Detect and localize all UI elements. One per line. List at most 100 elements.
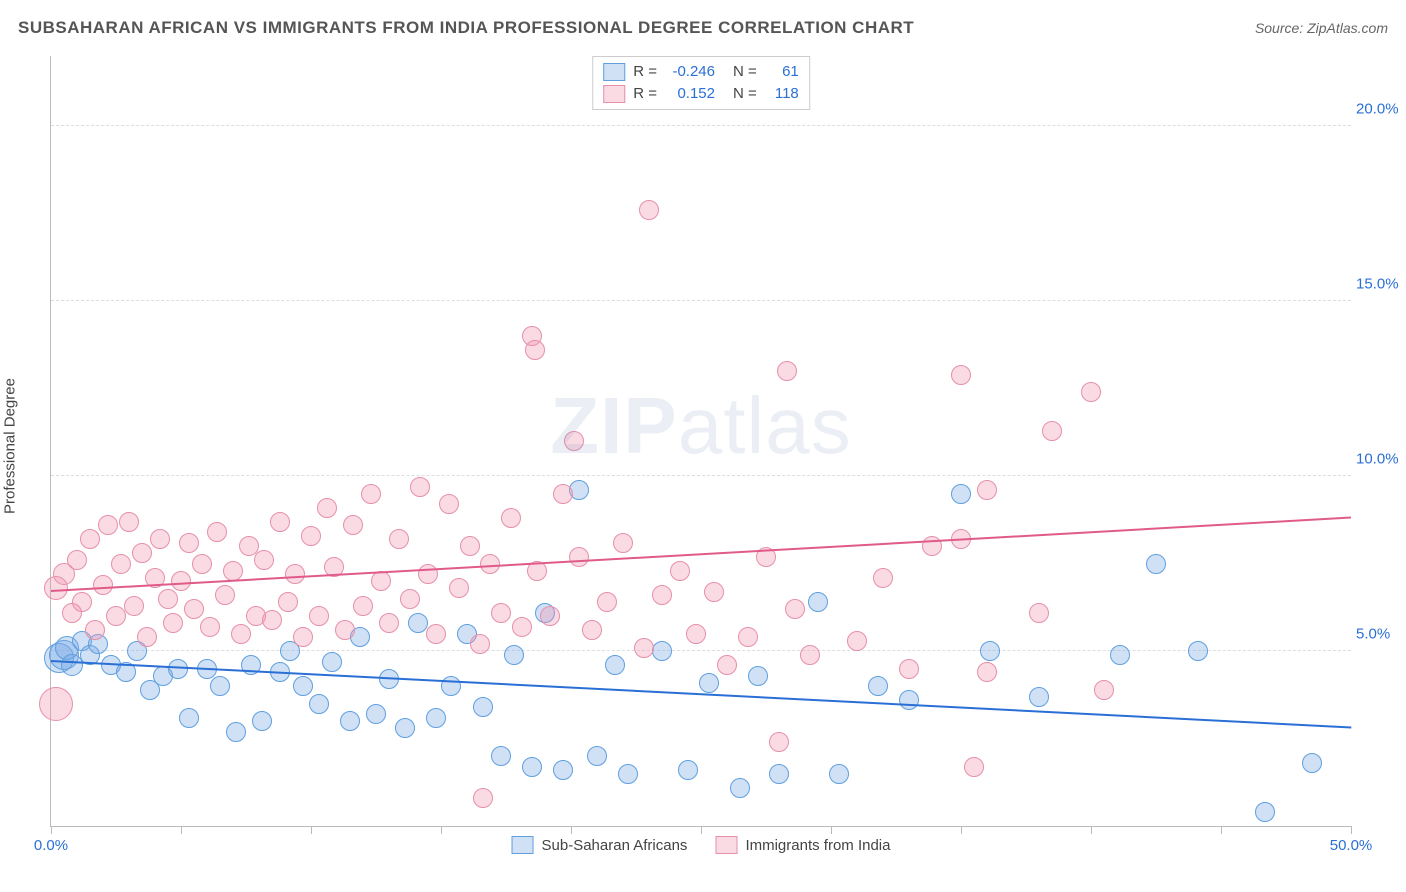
data-point <box>322 652 342 672</box>
data-point <box>254 550 274 570</box>
data-point <box>124 596 144 616</box>
r-value: 0.152 <box>665 83 715 105</box>
gridline <box>51 475 1351 476</box>
data-point <box>80 529 100 549</box>
x-tick <box>441 826 442 834</box>
data-point <box>301 526 321 546</box>
scatter-plot-area: ZIPatlas R =-0.246N =61R =0.152N =118 Su… <box>50 56 1351 827</box>
data-point <box>439 494 459 514</box>
data-point <box>1188 641 1208 661</box>
data-point <box>847 631 867 651</box>
data-point <box>769 732 789 752</box>
data-point <box>613 533 633 553</box>
data-point <box>132 543 152 563</box>
data-point <box>525 340 545 360</box>
data-point <box>829 764 849 784</box>
data-point <box>1094 680 1114 700</box>
data-point <box>951 365 971 385</box>
data-point <box>738 627 758 647</box>
data-point <box>343 515 363 535</box>
x-tick-label: 0.0% <box>34 837 68 854</box>
legend-label: Sub-Saharan Africans <box>542 837 688 854</box>
data-point <box>977 480 997 500</box>
data-point <box>223 561 243 581</box>
data-point <box>652 641 672 661</box>
data-point <box>210 676 230 696</box>
data-point <box>317 498 337 518</box>
data-point <box>699 673 719 693</box>
data-point <box>618 764 638 784</box>
data-point <box>1042 421 1062 441</box>
data-point <box>569 547 589 567</box>
data-point <box>262 610 282 630</box>
data-point <box>980 641 1000 661</box>
n-value: 118 <box>765 83 799 105</box>
data-point <box>470 634 490 654</box>
data-point <box>582 620 602 640</box>
data-point <box>473 788 493 808</box>
x-tick <box>181 826 182 834</box>
data-point <box>553 484 573 504</box>
data-point <box>252 711 272 731</box>
data-point <box>98 515 118 535</box>
legend-item: Sub-Saharan Africans <box>512 836 688 854</box>
data-point <box>200 617 220 637</box>
data-point <box>512 617 532 637</box>
data-point <box>207 522 227 542</box>
data-point <box>215 585 235 605</box>
data-point <box>441 676 461 696</box>
data-point <box>587 746 607 766</box>
data-point <box>39 687 73 721</box>
data-point <box>1302 753 1322 773</box>
data-point <box>597 592 617 612</box>
data-point <box>639 200 659 220</box>
data-point <box>670 561 690 581</box>
data-point <box>410 477 430 497</box>
data-point <box>179 708 199 728</box>
x-tick <box>1351 826 1352 834</box>
x-tick <box>701 826 702 834</box>
correlation-legend: R =-0.246N =61R =0.152N =118 <box>592 56 810 110</box>
data-point <box>730 778 750 798</box>
r-value: -0.246 <box>665 61 715 83</box>
data-point <box>553 760 573 780</box>
x-tick <box>831 826 832 834</box>
chart-title: SUBSAHARAN AFRICAN VS IMMIGRANTS FROM IN… <box>18 18 914 38</box>
data-point <box>179 533 199 553</box>
data-point <box>540 606 560 626</box>
x-tick-label: 50.0% <box>1330 837 1373 854</box>
legend-swatch <box>603 85 625 103</box>
gridline <box>51 125 1351 126</box>
legend-item: Immigrants from India <box>715 836 890 854</box>
x-tick <box>571 826 572 834</box>
data-point <box>704 582 724 602</box>
data-point <box>1029 687 1049 707</box>
data-point <box>270 512 290 532</box>
data-point <box>473 697 493 717</box>
watermark: ZIPatlas <box>550 380 851 472</box>
data-point <box>418 564 438 584</box>
data-point <box>634 638 654 658</box>
data-point <box>522 757 542 777</box>
data-point <box>1110 645 1130 665</box>
data-point <box>361 484 381 504</box>
data-point <box>480 554 500 574</box>
data-point <box>899 659 919 679</box>
data-point <box>285 564 305 584</box>
data-point <box>371 571 391 591</box>
x-tick <box>51 826 52 834</box>
data-point <box>504 645 524 665</box>
data-point <box>964 757 984 777</box>
data-point <box>491 603 511 623</box>
data-point <box>977 662 997 682</box>
data-point <box>150 529 170 549</box>
x-tick <box>961 826 962 834</box>
y-tick-label: 10.0% <box>1356 451 1406 468</box>
legend-swatch <box>715 836 737 854</box>
legend-swatch <box>603 63 625 81</box>
data-point <box>808 592 828 612</box>
data-point <box>93 575 113 595</box>
x-tick <box>1091 826 1092 834</box>
legend-row: R =-0.246N =61 <box>603 61 799 83</box>
data-point <box>1255 802 1275 822</box>
